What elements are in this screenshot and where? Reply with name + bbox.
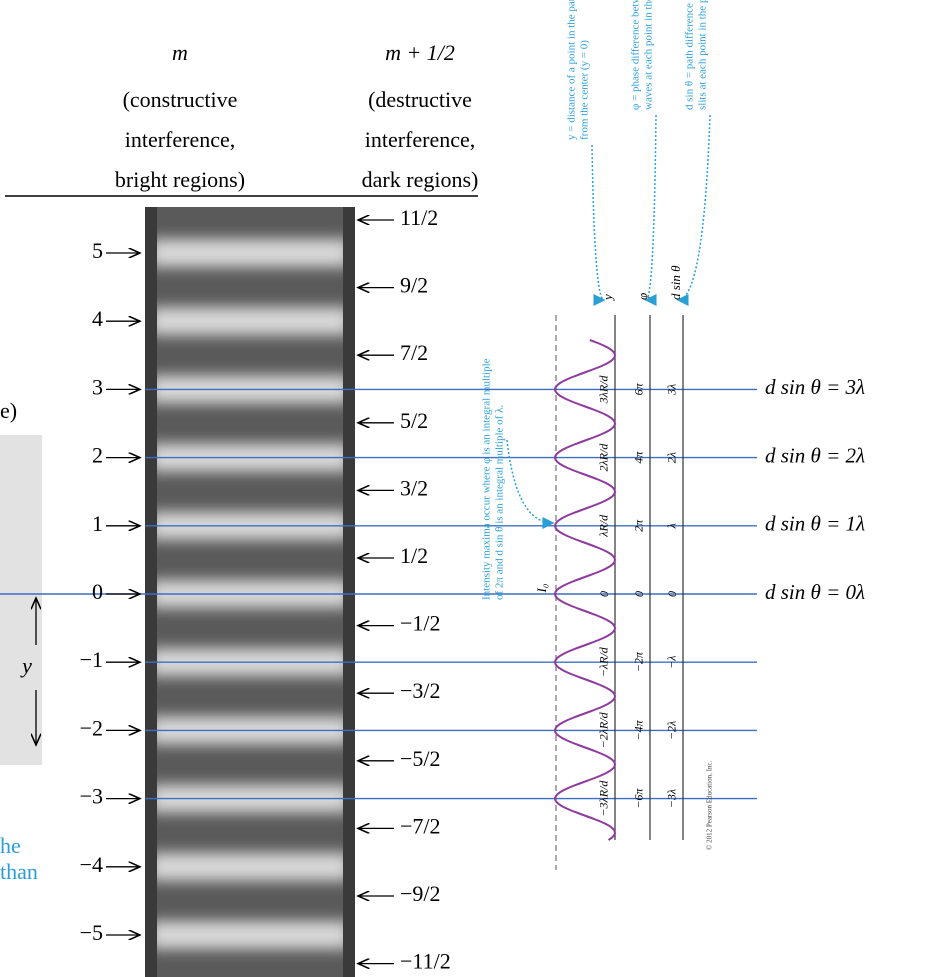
equation: d sin θ = 1λ	[765, 512, 865, 536]
axis-tick: −3λR/d	[597, 780, 611, 817]
axis-tick: 2λR/d	[597, 443, 611, 472]
bright-band	[150, 921, 350, 949]
caption-fragment: he	[0, 833, 21, 858]
annotation: waves at each point in the pattern	[643, 0, 655, 110]
bright-band	[150, 852, 350, 881]
dark-order: −11/2	[400, 949, 451, 974]
caption-fragment: than	[0, 859, 38, 884]
header-line: interference,	[365, 127, 476, 152]
axis-tick: λR/d	[597, 514, 611, 538]
dark-order: 1/2	[400, 543, 428, 568]
header-symbol: m	[172, 40, 188, 65]
annotation: d sin θ = path difference from the two	[684, 0, 696, 110]
edge	[343, 207, 355, 977]
copyright: © 2012 Pearson Education, Inc.	[706, 760, 714, 850]
dark-order: −1/2	[400, 611, 441, 636]
dark-order: −7/2	[400, 813, 441, 838]
bright-order: 2	[92, 443, 103, 468]
equation: d sin θ = 3λ	[765, 375, 865, 399]
axis-tick: −λR/d	[597, 646, 611, 677]
dark-order: −5/2	[400, 746, 441, 771]
header-symbol: m + 1/2	[385, 40, 455, 65]
intensity-curve	[553, 339, 617, 841]
intensity-label: I₀	[534, 584, 549, 594]
bright-order: −4	[80, 852, 103, 877]
equation: d sin θ = 0λ	[765, 580, 865, 604]
axis-tick: λ	[665, 523, 679, 529]
axis-tick: −2λ	[665, 721, 679, 740]
axis-tick: −3λ	[665, 789, 679, 808]
axis-tick: 3λR/d	[597, 374, 611, 404]
axis-tick: 0	[597, 591, 611, 597]
bright-order: 1	[92, 511, 103, 536]
dark-order: 9/2	[400, 273, 428, 298]
edge	[145, 207, 157, 977]
equation: d sin θ = 2λ	[765, 443, 865, 467]
bright-order: 4	[92, 306, 103, 331]
axis-tick: 2π	[632, 519, 646, 532]
annotation: of 2π and d sin θ is an integral multipl…	[494, 405, 506, 600]
fragment: e)	[0, 398, 17, 423]
axis-label: y	[600, 294, 615, 302]
pointer	[591, 144, 606, 306]
pointer	[506, 439, 555, 529]
bright-order: 0	[92, 579, 103, 604]
bright-order: −1	[80, 647, 103, 672]
header-line: (destructive	[368, 87, 472, 112]
bright-order: −5	[80, 920, 103, 945]
header-line: bright regions)	[115, 167, 245, 192]
bright-order: −2	[80, 715, 103, 740]
dark-order: 7/2	[400, 340, 428, 365]
axis-tick: 4π	[632, 451, 646, 464]
bright-band	[150, 239, 350, 267]
bright-order: 3	[92, 374, 103, 399]
dark-order: −3/2	[400, 678, 441, 703]
axis-tick: −4π	[632, 719, 646, 740]
bright-band	[150, 307, 350, 336]
axis-tick: 2λ	[665, 452, 679, 463]
axis-label: d sin θ	[668, 265, 683, 300]
annotation: Intensity maxima occur where φ is an int…	[481, 358, 493, 600]
axis-tick: −λ	[665, 656, 679, 669]
dark-order: 3/2	[400, 475, 428, 500]
axis-tick: 3λ	[665, 384, 679, 396]
axis-tick: −6π	[632, 788, 646, 809]
bright-order: −3	[80, 784, 103, 809]
bright-order: 5	[92, 238, 103, 263]
dark-order: 5/2	[400, 408, 428, 433]
y-label: y	[20, 653, 32, 678]
header-line: interference,	[125, 127, 236, 152]
axis-label: φ	[635, 293, 650, 300]
annotation: φ = phase difference between the two	[630, 0, 642, 110]
annotation: slits at each point in the pattern	[697, 0, 709, 110]
header-line: dark regions)	[362, 167, 479, 192]
annotation: from the center (y = 0)	[579, 40, 591, 140]
axis-tick: 0	[632, 591, 646, 597]
axis-tick: −2π	[632, 651, 646, 672]
annotation: y = distance of a point in the pattern	[566, 0, 578, 140]
axis-tick: 0	[665, 591, 679, 597]
axis-tick: 6π	[632, 382, 646, 395]
pointer	[676, 114, 711, 306]
header-line: (constructive	[123, 87, 238, 112]
dark-order: 11/2	[400, 205, 438, 230]
axis-tick: −2λR/d	[597, 711, 611, 748]
dark-order: −9/2	[400, 881, 441, 906]
pointer	[644, 114, 657, 306]
